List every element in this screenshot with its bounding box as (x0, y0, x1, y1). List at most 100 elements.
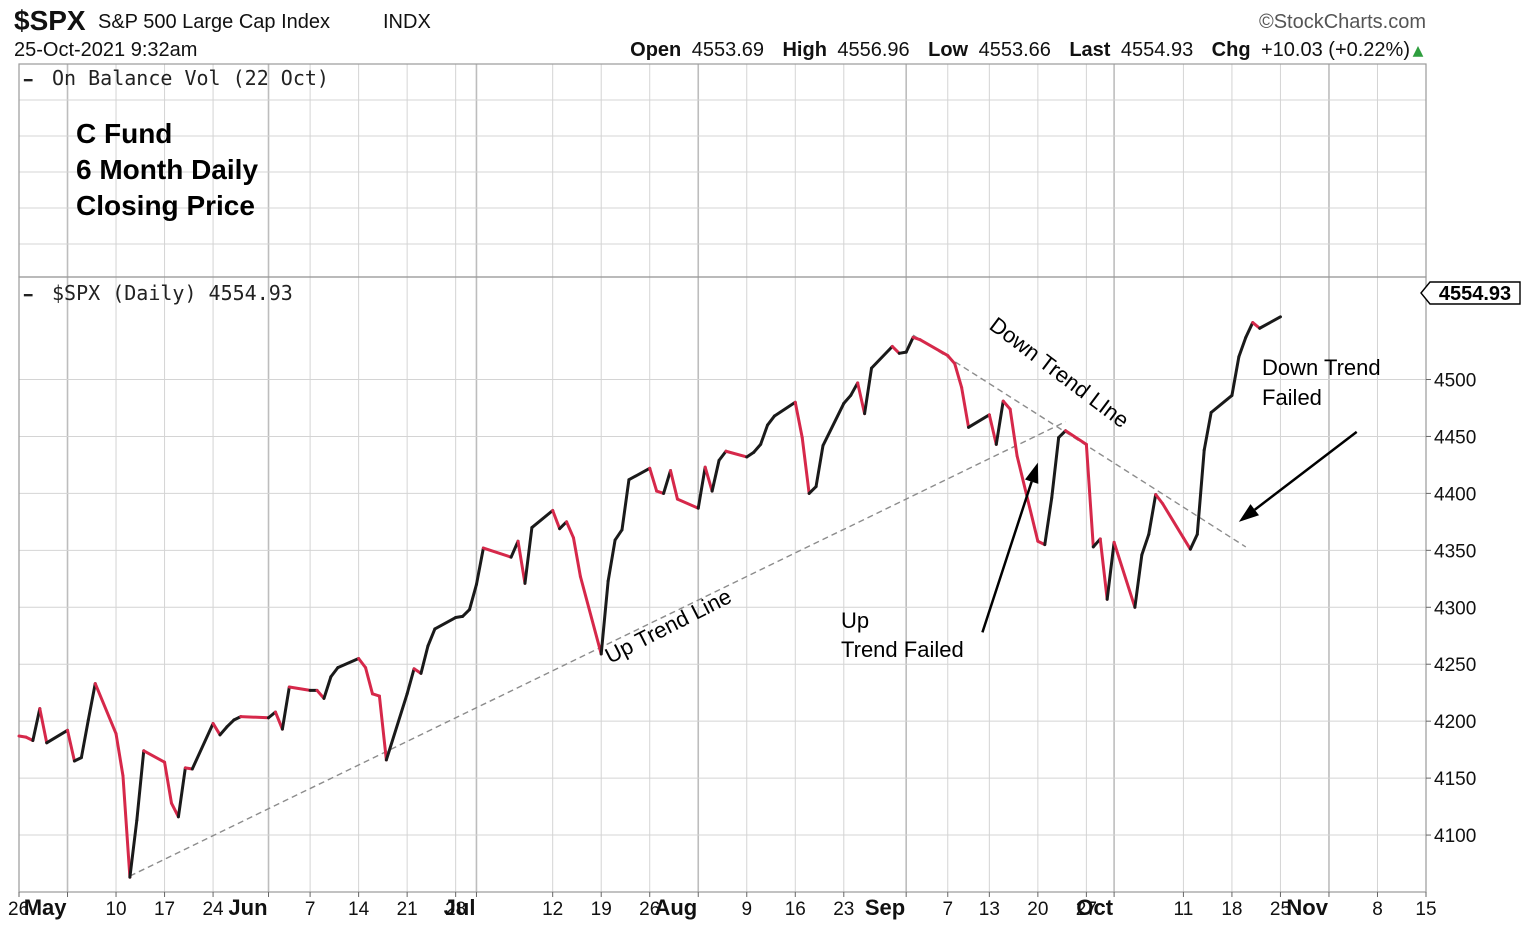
price-segment (800, 436, 811, 495)
price-segment (987, 413, 998, 446)
price-segment (1015, 454, 1040, 543)
price-segment (128, 818, 139, 879)
low-label: Low (928, 39, 968, 61)
up-trend-line-label: Up Trend Line (601, 583, 735, 668)
up-trend-failed-label-line-2: Trend Failed (841, 637, 964, 662)
price-segment (1133, 553, 1144, 609)
x-tick-label: 8 (1372, 899, 1383, 920)
up-trend-failed-arrow-head (1024, 462, 1039, 484)
price-segment (1001, 399, 1012, 411)
stockcharts-logo[interactable]: ©StockCharts.com (1259, 11, 1426, 33)
price-segment (578, 575, 603, 656)
price-segment (509, 539, 520, 559)
price-segment (613, 528, 624, 542)
price-segment (793, 400, 804, 440)
price-segment (468, 583, 478, 612)
note-line-1: C Fund (76, 118, 172, 149)
price-segment (856, 381, 867, 416)
x-tick-label: 10 (105, 899, 126, 920)
price-segment (1084, 442, 1095, 549)
price-segment (703, 465, 714, 493)
up-trend-failed-arrow-shaft (981, 481, 1033, 633)
price-segment (696, 465, 707, 510)
price-segment (135, 749, 146, 822)
price-segment (669, 469, 679, 501)
y-tick-label: 4300 (1434, 598, 1476, 619)
price-panel-frame (18, 276, 1427, 893)
price-segment (38, 707, 49, 745)
price-segment (904, 335, 915, 354)
x-tick-label: 19 (591, 899, 612, 920)
price-segment (772, 400, 797, 418)
x-tick-label: Jun (228, 895, 267, 920)
price-segment (86, 682, 97, 722)
price-segment (1112, 540, 1137, 609)
x-tick-label: 24 (202, 899, 224, 920)
x-tick-label: 13 (979, 899, 1000, 920)
price-segment (1147, 493, 1158, 536)
chart-datetime: 25-Oct-2021 9:32am (14, 39, 197, 61)
price-segment (176, 766, 187, 819)
exchange-code: INDX (383, 11, 431, 33)
price-segment (1057, 429, 1068, 440)
price-segment (946, 354, 957, 366)
price-segment (1181, 536, 1192, 551)
price-segment (842, 393, 853, 405)
price-segment (523, 526, 534, 585)
price-segment (1230, 355, 1241, 397)
ticker-symbol: $SPX (14, 5, 86, 36)
y-tick-label: 4250 (1434, 655, 1476, 676)
index-name: S&P 500 Large Cap Index (98, 11, 330, 33)
price-segment (93, 682, 118, 736)
price-segment (571, 536, 582, 579)
price-segment (530, 508, 555, 530)
price-segment (357, 657, 368, 670)
y-tick-label: 4500 (1434, 371, 1476, 392)
price-segment (1244, 321, 1255, 339)
price-segment (315, 688, 326, 700)
price-segment (1195, 448, 1206, 536)
price-segment (433, 616, 458, 631)
price-segment (1154, 493, 1165, 506)
price-segment (620, 478, 631, 532)
price-segment (1209, 393, 1234, 415)
price-segment (45, 728, 70, 745)
price-segment (1161, 502, 1185, 540)
price-segment (627, 466, 652, 482)
y-tick-label: 4450 (1434, 427, 1476, 448)
price-segment (1237, 335, 1248, 359)
price-segment (190, 721, 215, 771)
x-tick-label: 9 (741, 899, 752, 920)
x-tick-label: 26 (639, 899, 660, 920)
last-price-tag-label: 4554.93 (1439, 283, 1511, 305)
trend-lines (129, 334, 1247, 877)
low-value: 4553.66 (979, 39, 1051, 61)
grid-lines (18, 64, 1427, 892)
up-trend-line (129, 421, 1066, 877)
x-tick-label: 21 (397, 899, 418, 920)
price-segment (225, 718, 236, 729)
x-tick-label: 7 (942, 899, 953, 920)
price-segment (1258, 315, 1282, 330)
up-trend-failed-label-line-1: Up (841, 608, 869, 633)
price-segment (565, 520, 575, 540)
price-segment (322, 675, 333, 700)
x-tick-label: 12 (542, 899, 563, 920)
price-segment (419, 644, 430, 675)
y-tick-label: 4150 (1434, 769, 1476, 790)
price-segment (599, 579, 610, 656)
price-segment (766, 414, 776, 427)
x-tick-label: 23 (833, 899, 854, 920)
price-segment (461, 608, 472, 618)
price-segment (121, 774, 132, 879)
x-tick-label: Sep (865, 895, 905, 920)
down-trend-failed-arrow-shaft (1253, 430, 1358, 511)
high-label: High (782, 39, 826, 61)
price-segment (662, 469, 673, 495)
price-segment (364, 666, 374, 696)
y-tick-label: 4200 (1434, 712, 1476, 733)
x-tick-label: 14 (348, 899, 370, 920)
down-trend-line-label: Down Trend LIne (985, 312, 1134, 433)
price-segment (558, 520, 569, 531)
chg-up-arrow-icon: ▲ (1413, 43, 1424, 59)
